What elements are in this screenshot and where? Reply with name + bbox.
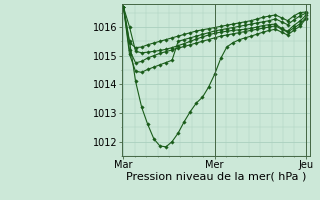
X-axis label: Pression niveau de la mer( hPa ): Pression niveau de la mer( hPa ) xyxy=(126,172,306,182)
